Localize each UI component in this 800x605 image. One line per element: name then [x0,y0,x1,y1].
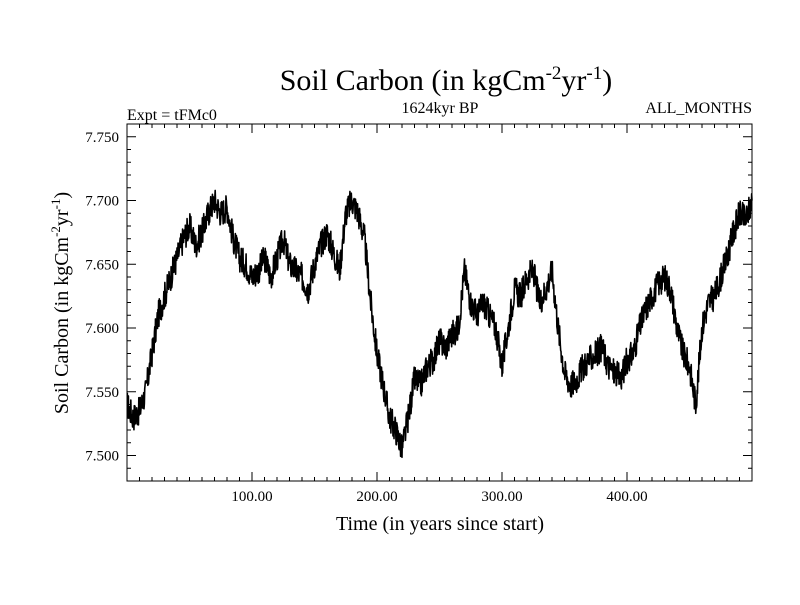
y-axis-ticks [127,136,752,469]
series-line [126,189,753,459]
y-tick-label: 7.550 [85,385,119,401]
y-tick-label: 7.600 [85,321,119,337]
y-tick-label: 7.650 [85,257,119,273]
y-tick-label: 7.700 [85,194,119,210]
x-axis-ticks [139,124,740,481]
chart-title: Soil Carbon (in kgCm-2yr-1) [280,63,613,97]
experiment-label: Expt = tFMc0 [127,107,217,124]
plot-frame [126,123,753,482]
y-tick-label: 7.500 [85,449,119,465]
y-tick-label: 7.750 [85,130,119,146]
x-tick-label: 300.00 [481,489,522,505]
x-tick-label: 400.00 [606,489,647,505]
series-layer [126,189,753,459]
y-axis-label: Soil Carbon (in kgCm-2yr-1) [48,192,73,414]
x-axis-label: Time (in years since start) [336,513,544,535]
months-label: ALL_MONTHS [645,100,752,117]
x-axis-tick-labels: 100.00 200.00 300.00 400.00 [231,489,647,505]
y-axis-tick-labels: 7.500 7.550 7.600 7.650 7.700 7.750 [85,130,119,465]
x-tick-label: 100.00 [231,489,272,505]
chart-subtitle: 1624kyr BP [402,100,479,117]
x-tick-label: 200.00 [356,489,397,505]
